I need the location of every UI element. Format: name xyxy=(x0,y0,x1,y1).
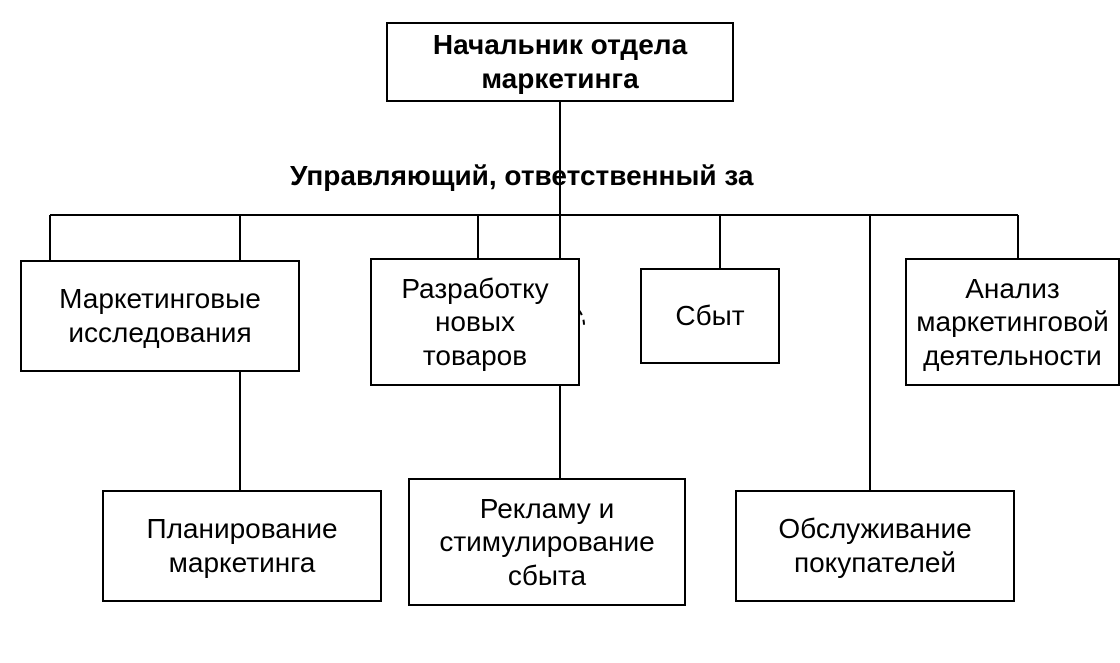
org-node-n1: Маркетинговые исследования xyxy=(20,260,300,372)
org-node-n4: Анализ маркетинговой деятельности xyxy=(905,258,1120,386)
org-node-n7: Обслуживание покупателей xyxy=(735,490,1015,602)
org-node-n3: Сбыт xyxy=(640,268,780,364)
section-label: Управляющий, ответственный за xyxy=(290,160,754,192)
org-node-n5: Планирование маркетинга xyxy=(102,490,382,602)
root-node: Начальник отдела маркетинга xyxy=(386,22,734,102)
org-node-n6: Рекламу и стимулирование сбыта xyxy=(408,478,686,606)
org-node-n2: Разработку новых товаров xyxy=(370,258,580,386)
org-chart-diagram: Начальник отдела маркетинга Маркетинговые… xyxy=(0,0,1120,663)
